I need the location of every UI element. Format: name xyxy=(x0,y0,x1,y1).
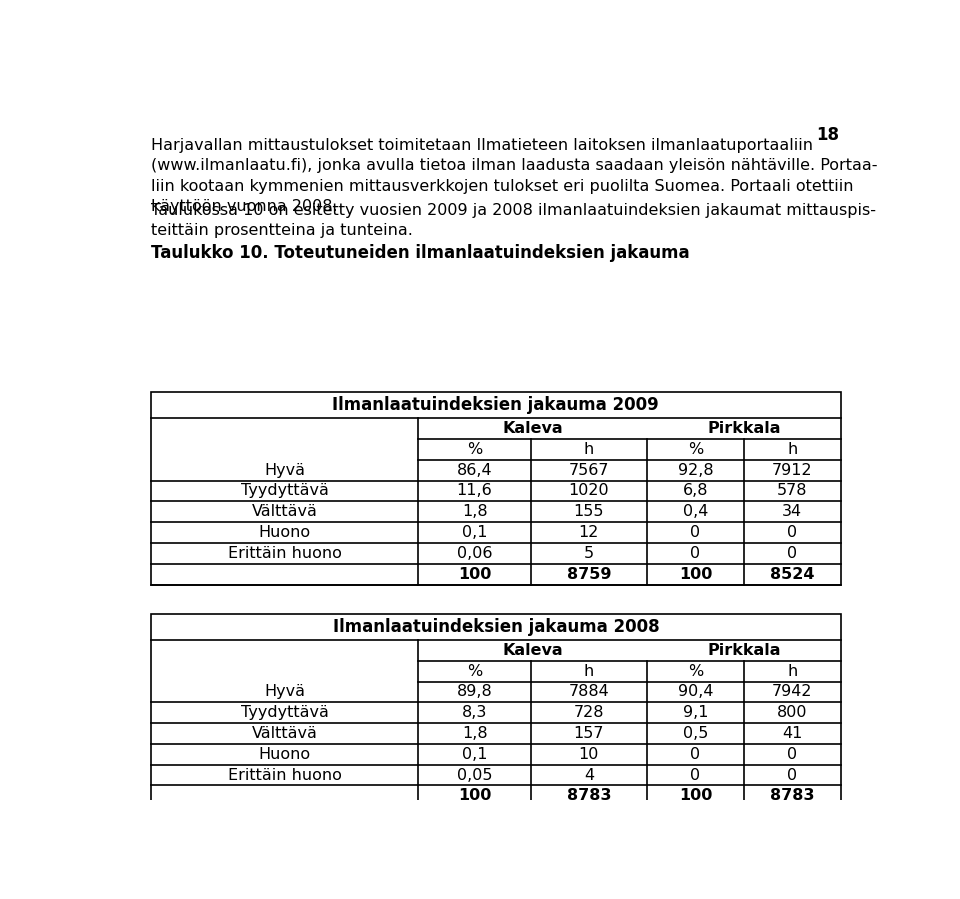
Text: Välttävä: Välttävä xyxy=(252,726,318,741)
Text: %: % xyxy=(467,663,482,679)
Text: Taulukossa 10 on esitetty vuosien 2009 ja 2008 ilmanlaatuindeksien jakaumat mitt: Taulukossa 10 on esitetty vuosien 2009 j… xyxy=(151,202,876,238)
Text: 0,4: 0,4 xyxy=(683,504,708,520)
Text: Ilmanlaatuindeksien jakauma 2008: Ilmanlaatuindeksien jakauma 2008 xyxy=(332,618,660,636)
Text: 9,1: 9,1 xyxy=(683,705,708,720)
Text: 100: 100 xyxy=(679,788,712,804)
Text: 0: 0 xyxy=(690,546,701,561)
Text: 0: 0 xyxy=(690,768,701,783)
Text: %: % xyxy=(467,442,482,457)
Text: 4: 4 xyxy=(584,768,594,783)
Text: 5: 5 xyxy=(584,546,594,561)
Text: 12: 12 xyxy=(579,525,599,540)
Text: Kaleva: Kaleva xyxy=(502,643,563,658)
Text: 1,8: 1,8 xyxy=(462,726,488,741)
Text: 578: 578 xyxy=(777,484,807,498)
Text: 0: 0 xyxy=(787,525,798,540)
Text: 0: 0 xyxy=(787,747,798,761)
Text: h: h xyxy=(787,663,798,679)
Text: h: h xyxy=(584,442,594,457)
Text: 11,6: 11,6 xyxy=(457,484,492,498)
Text: Erittäin huono: Erittäin huono xyxy=(228,546,342,561)
Text: Pirkkala: Pirkkala xyxy=(708,421,780,436)
Text: 155: 155 xyxy=(574,504,604,520)
Text: 8,3: 8,3 xyxy=(462,705,488,720)
Text: 34: 34 xyxy=(782,504,803,520)
Text: Huono: Huono xyxy=(258,747,311,761)
Text: Tyydyttävä: Tyydyttävä xyxy=(241,705,328,720)
Text: 10: 10 xyxy=(579,747,599,761)
Text: 0: 0 xyxy=(787,546,798,561)
Text: 0,06: 0,06 xyxy=(457,546,492,561)
Text: Hyvä: Hyvä xyxy=(264,463,305,477)
Text: 800: 800 xyxy=(777,705,807,720)
Text: 86,4: 86,4 xyxy=(457,463,492,477)
Text: 90,4: 90,4 xyxy=(678,684,713,699)
Text: 7912: 7912 xyxy=(772,463,812,477)
Text: h: h xyxy=(787,442,798,457)
Text: 0,5: 0,5 xyxy=(683,726,708,741)
Text: 0,05: 0,05 xyxy=(457,768,492,783)
Text: Hyvä: Hyvä xyxy=(264,684,305,699)
Text: Taulukko 10. Toteutuneiden ilmanlaatuindeksien jakauma: Taulukko 10. Toteutuneiden ilmanlaatuind… xyxy=(151,245,689,263)
Text: Harjavallan mittaustulokset toimitetaan Ilmatieteen laitoksen ilmanlaatuportaali: Harjavallan mittaustulokset toimitetaan … xyxy=(151,138,877,214)
Text: 89,8: 89,8 xyxy=(457,684,492,699)
Text: 0,1: 0,1 xyxy=(462,747,488,761)
Text: 41: 41 xyxy=(782,726,803,741)
Text: Erittäin huono: Erittäin huono xyxy=(228,768,342,783)
Text: 18: 18 xyxy=(816,126,839,144)
Text: %: % xyxy=(687,442,703,457)
Bar xyxy=(151,614,841,806)
Text: h: h xyxy=(584,663,594,679)
Text: 728: 728 xyxy=(574,705,604,720)
Text: Kaleva: Kaleva xyxy=(502,421,563,436)
Text: 7884: 7884 xyxy=(568,684,610,699)
Text: Ilmanlaatuindeksien jakauma 2009: Ilmanlaatuindeksien jakauma 2009 xyxy=(332,396,660,414)
Text: 100: 100 xyxy=(458,788,492,804)
Text: 6,8: 6,8 xyxy=(683,484,708,498)
Text: 0: 0 xyxy=(690,525,701,540)
Text: 8759: 8759 xyxy=(566,566,612,582)
Text: 100: 100 xyxy=(458,566,492,582)
Text: 7567: 7567 xyxy=(568,463,610,477)
Text: 8524: 8524 xyxy=(770,566,815,582)
Text: Tyydyttävä: Tyydyttävä xyxy=(241,484,328,498)
Text: 100: 100 xyxy=(679,566,712,582)
Text: 1020: 1020 xyxy=(568,484,610,498)
Text: Huono: Huono xyxy=(258,525,311,540)
Text: 157: 157 xyxy=(574,726,604,741)
Text: %: % xyxy=(687,663,703,679)
Bar xyxy=(151,392,841,584)
Text: Pirkkala: Pirkkala xyxy=(708,643,780,658)
Text: 0: 0 xyxy=(690,747,701,761)
Text: 8783: 8783 xyxy=(770,788,815,804)
Text: 7942: 7942 xyxy=(772,684,812,699)
Text: 0,1: 0,1 xyxy=(462,525,488,540)
Text: Välttävä: Välttävä xyxy=(252,504,318,520)
Text: 0: 0 xyxy=(787,768,798,783)
Text: 8783: 8783 xyxy=(566,788,612,804)
Text: 1,8: 1,8 xyxy=(462,504,488,520)
Text: 92,8: 92,8 xyxy=(678,463,713,477)
